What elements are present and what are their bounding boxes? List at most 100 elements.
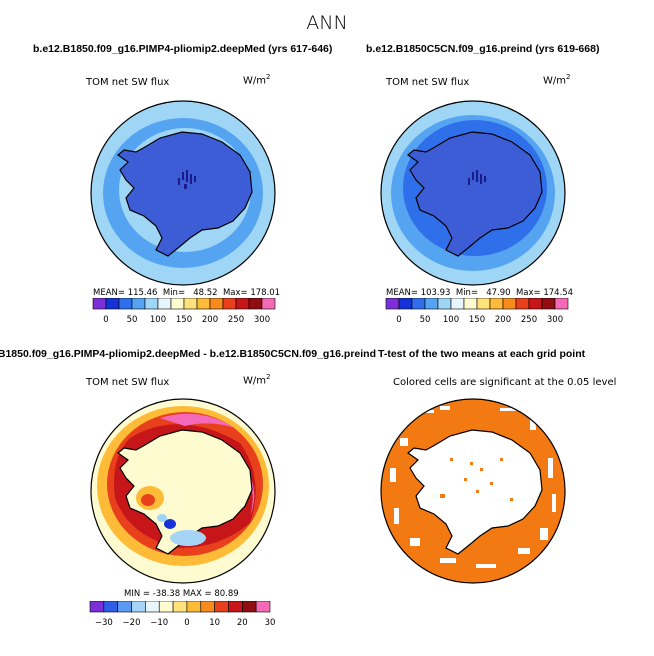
colorbar-swatch — [424, 298, 439, 310]
colorbar-swatch — [92, 298, 107, 310]
colorbar-swatch — [255, 601, 271, 613]
colorbar-swatch — [502, 298, 517, 310]
panel2-units: W/m2 — [543, 73, 571, 87]
panel4-title: T-test of the two means at each grid poi… — [378, 348, 586, 360]
colorbar-tick-label: 100 — [150, 315, 166, 325]
colorbar-tick-label: 0 — [103, 315, 108, 325]
panel4-map — [380, 398, 566, 584]
panel2-variable-label: TOM net SW flux — [386, 77, 470, 88]
panel1-antarctica — [117, 131, 253, 257]
colorbar-tick-label: −20 — [123, 618, 141, 628]
panel2-antarctica — [407, 131, 543, 257]
colorbar-swatch — [450, 298, 465, 310]
colorbar-tick-label: 0 — [184, 618, 189, 628]
panel4-antarctica — [407, 429, 543, 555]
panel1-variable-label: TOM net SW flux — [86, 77, 170, 88]
colorbar-tick-label: 250 — [521, 315, 537, 325]
colorbar-swatch — [248, 298, 263, 310]
panel1-title: b.e12.B1850.f09_g16.PIMP4-pliomip2.deepM… — [33, 43, 333, 55]
panel3-stats: MIN = -38.38 MAX = 80.89 — [124, 589, 239, 599]
colorbar-swatch — [528, 298, 543, 310]
panel1-map-border — [90, 100, 276, 286]
panel3-colorbar: −30 −20 −10 0 10 20 30 — [89, 601, 276, 628]
colorbar-swatch — [186, 601, 202, 613]
colorbar-swatch — [261, 298, 276, 310]
colorbar-swatch — [222, 298, 237, 310]
colorbar-swatch — [196, 298, 211, 310]
colorbar-swatch — [209, 298, 224, 310]
colorbar-swatch — [157, 298, 172, 310]
panel4-land-significant-cells — [440, 458, 513, 501]
colorbar-swatch — [398, 298, 413, 310]
colorbar-tick-label: 300 — [254, 315, 270, 325]
colorbar-tick-label: −30 — [95, 618, 113, 628]
colorbar-swatch — [489, 298, 504, 310]
colorbar-swatch — [105, 298, 120, 310]
figure-title: ANN — [306, 12, 348, 34]
panel2-plateau-detail — [468, 170, 486, 185]
colorbar-tick-label: 200 — [495, 315, 511, 325]
panel2-title: b.e12.B1850C5CN.f09_g16.preind (yrs 619-… — [366, 43, 600, 55]
panel1-stats: MEAN= 115.46 Min= 48.52 Max= 178.01 — [93, 288, 281, 298]
colorbar-swatch — [117, 601, 132, 613]
colorbar-tick-label: 250 — [228, 315, 244, 325]
panel2-map-border — [380, 100, 566, 286]
colorbar-swatch — [242, 601, 257, 613]
colorbar-swatch — [437, 298, 452, 310]
panel3-blue-patch — [164, 519, 176, 529]
panel1-colorbar: 050100150200250300350 — [92, 298, 280, 325]
colorbar-tick-label: −10 — [150, 618, 168, 628]
panel1-plateau-detail — [178, 170, 196, 189]
colorbar-swatch — [228, 601, 243, 613]
colorbar-swatch — [144, 298, 159, 310]
colorbar-tick-label: 300 — [547, 315, 563, 325]
colorbar-tick-label: 10 — [209, 618, 220, 628]
colorbar-tick-label: 30 — [265, 618, 276, 628]
panel3-antarctica — [117, 429, 253, 555]
colorbar-swatch — [214, 601, 229, 613]
colorbar-swatch — [131, 298, 146, 310]
colorbar-swatch — [158, 601, 174, 613]
colorbar-tick-label: 0 — [396, 315, 401, 325]
colorbar-swatch — [172, 601, 188, 613]
colorbar-swatch — [463, 298, 478, 310]
panel3-map — [90, 398, 276, 584]
colorbar-tick-label: 50 — [420, 315, 431, 325]
colorbar-swatch — [515, 298, 530, 310]
colorbar-swatch — [89, 601, 105, 613]
panel1-map — [90, 100, 276, 286]
panel3-title: b.e12.B1850.f09_g16.PIMP4-pliomip2.deepM… — [0, 348, 376, 360]
colorbar-swatch — [118, 298, 133, 310]
panel4-map-border — [380, 398, 566, 584]
colorbar-swatch — [554, 298, 569, 310]
colorbar-swatch — [200, 601, 215, 613]
colorbar-swatch — [411, 298, 426, 310]
panel3-ross-sea-patch — [170, 530, 206, 546]
colorbar-tick-label: 150 — [469, 315, 485, 325]
panel3-variable-label: TOM net SW flux — [86, 377, 170, 388]
panel4-subtitle: Colored cells are significant at the 0.0… — [393, 377, 617, 388]
colorbar-tick-label: 100 — [443, 315, 459, 325]
colorbar-swatch — [131, 601, 146, 613]
panel4-insignificant-cells — [390, 406, 556, 568]
colorbar-swatch — [476, 298, 491, 310]
panel2-map — [380, 100, 566, 286]
panel1-units: W/m2 — [243, 73, 271, 87]
panel3-units: W/m2 — [243, 373, 271, 387]
colorbar-tick-label: 150 — [176, 315, 192, 325]
colorbar-tick-label: 200 — [202, 315, 218, 325]
panel2-stats: MEAN= 103.93 Min= 47.90 Max= 174.54 — [386, 288, 574, 298]
colorbar-swatch — [183, 298, 198, 310]
colorbar-swatch — [541, 298, 556, 310]
panel3-map-border — [90, 398, 276, 584]
colorbar-swatch — [170, 298, 185, 310]
colorbar-swatch — [103, 601, 118, 613]
colorbar-tick-label: 50 — [127, 315, 138, 325]
panel3-lightblue-patch — [157, 514, 167, 522]
panel3-land-red — [141, 494, 155, 506]
panel3-title-clip: b.e12.B1850.f09_g16.PIMP4-pliomip2.deepM… — [0, 348, 376, 360]
panel3-pink-patch-top — [160, 413, 235, 428]
colorbar-tick-label: 20 — [237, 618, 248, 628]
colorbar-swatch — [145, 601, 160, 613]
colorbar-swatch — [235, 298, 250, 310]
